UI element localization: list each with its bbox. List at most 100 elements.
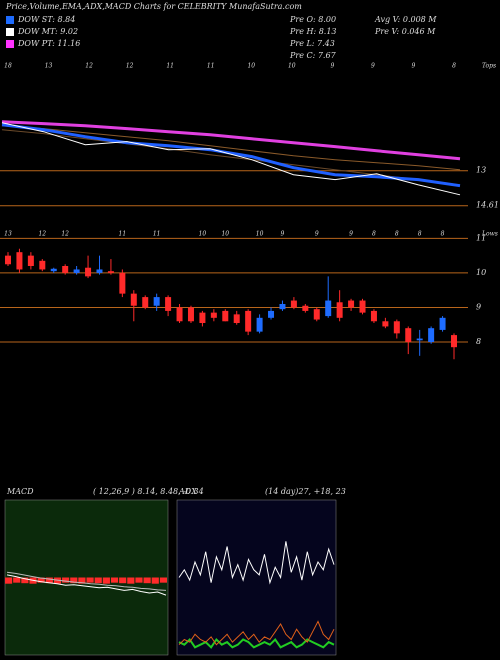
histogram-bar bbox=[135, 577, 143, 583]
x-tick-label: 13 bbox=[4, 231, 12, 238]
candle-body bbox=[73, 269, 80, 273]
candle-body bbox=[290, 300, 297, 308]
legend-label: DOW ST: 8.84 bbox=[17, 15, 75, 24]
x-tick-label: 9 bbox=[349, 231, 353, 238]
y-tick-label: 9 bbox=[476, 302, 481, 311]
x-tick-label: 10 bbox=[288, 63, 296, 70]
candle-body bbox=[302, 305, 309, 311]
candle-body bbox=[325, 300, 332, 317]
x-tick-label: 12 bbox=[126, 63, 134, 70]
x-tick-label: 10 bbox=[247, 63, 255, 70]
y-tick-label: 13 bbox=[476, 166, 486, 175]
y-tick-label: 8 bbox=[476, 337, 481, 346]
candle-body bbox=[313, 309, 320, 320]
candle-body bbox=[416, 338, 423, 341]
candle-body bbox=[165, 297, 172, 311]
candle-body bbox=[210, 312, 217, 318]
panel-label: Tops bbox=[482, 63, 496, 70]
candle-body bbox=[39, 260, 46, 270]
series-line bbox=[178, 620, 335, 646]
x-tick-label: 10 bbox=[199, 231, 207, 238]
histogram-bar bbox=[119, 577, 127, 584]
x-tick-label: 8 bbox=[441, 231, 445, 238]
candle-body bbox=[451, 335, 457, 348]
x-tick-label: 11 bbox=[153, 231, 161, 238]
histogram-bar bbox=[86, 577, 94, 583]
series-line bbox=[6, 571, 167, 591]
histogram-bar bbox=[102, 577, 110, 584]
candle-body bbox=[119, 272, 126, 294]
x-tick-label: 12 bbox=[38, 231, 46, 238]
x-tick-label: 9 bbox=[315, 231, 319, 238]
histogram-bar bbox=[21, 577, 29, 584]
candle-body bbox=[222, 310, 229, 322]
candle-body bbox=[382, 321, 389, 327]
x-tick-label: 11 bbox=[207, 63, 215, 70]
page-title: Price,Volume,EMA,ADX,MACD Charts for CEL… bbox=[5, 2, 302, 11]
stat-label: Pre O: 8.00 bbox=[289, 15, 336, 24]
candle-body bbox=[16, 252, 23, 270]
stat-label: Pre V: 0.046 M bbox=[374, 27, 436, 36]
x-tick-label: 9 bbox=[371, 63, 375, 70]
panel-title: ADX bbox=[178, 487, 197, 496]
candle-body bbox=[428, 328, 435, 342]
candle-body bbox=[5, 255, 11, 265]
x-tick-label: 12 bbox=[85, 63, 93, 70]
x-tick-label: 11 bbox=[166, 63, 174, 70]
y-tick-label: 10 bbox=[476, 268, 486, 277]
series-line bbox=[1, 123, 461, 188]
candle-body bbox=[245, 310, 252, 332]
stat-label: Pre C: 7.67 bbox=[289, 51, 337, 60]
panel-subtitle: ( 12,26,9 ) 8.14, 8.48, -0.34 bbox=[93, 487, 204, 496]
stat-label: Pre H: 8.13 bbox=[289, 27, 337, 36]
series-line bbox=[6, 574, 167, 596]
panel-title: MACD bbox=[6, 487, 34, 496]
panel-label: Lows bbox=[481, 231, 498, 238]
x-tick-label: 18 bbox=[4, 63, 12, 70]
candle-body bbox=[153, 297, 160, 306]
x-tick-label: 12 bbox=[61, 231, 69, 238]
histogram-bar bbox=[13, 577, 21, 583]
candle-body bbox=[439, 317, 446, 330]
candle-body bbox=[187, 307, 194, 322]
x-tick-label: 10 bbox=[256, 231, 264, 238]
candle-body bbox=[348, 300, 355, 308]
histogram-bar bbox=[143, 577, 151, 584]
candle-body bbox=[256, 317, 263, 332]
histogram-bar bbox=[78, 577, 86, 584]
series-line bbox=[1, 125, 461, 171]
series-line bbox=[1, 120, 461, 161]
candle-body bbox=[130, 293, 137, 306]
x-tick-label: 9 bbox=[281, 231, 285, 238]
panel-background bbox=[176, 499, 337, 656]
x-tick-label: 10 bbox=[221, 231, 229, 238]
candle-body bbox=[393, 321, 400, 334]
candle-body bbox=[50, 268, 57, 272]
candle-body bbox=[107, 271, 114, 273]
series-line bbox=[1, 122, 461, 196]
histogram-bar bbox=[5, 577, 13, 584]
histogram-bar bbox=[151, 577, 159, 584]
candle-body bbox=[268, 310, 275, 318]
candle-body bbox=[279, 304, 286, 310]
candle-body bbox=[199, 312, 206, 323]
histogram-bar bbox=[70, 577, 78, 584]
legend-swatch bbox=[6, 40, 14, 48]
stat-label: Pre L: 7.43 bbox=[289, 39, 335, 48]
histogram-bar bbox=[159, 577, 167, 583]
x-tick-label: 11 bbox=[119, 231, 127, 238]
candle-body bbox=[176, 307, 183, 322]
x-tick-label: 8 bbox=[452, 63, 456, 70]
candle-body bbox=[142, 297, 149, 308]
candle-body bbox=[370, 310, 377, 322]
panel-subtitle: (14 day)27, +18, 23 bbox=[265, 487, 346, 496]
legend-label: DOW PT: 11.16 bbox=[17, 39, 80, 48]
histogram-bar bbox=[45, 577, 53, 584]
candle-body bbox=[96, 269, 103, 273]
candle-body bbox=[85, 267, 92, 277]
candle-body bbox=[405, 328, 412, 342]
y-tick-label: 14.61 bbox=[476, 201, 499, 210]
histogram-bar bbox=[37, 577, 45, 583]
histogram-bar bbox=[127, 577, 135, 584]
